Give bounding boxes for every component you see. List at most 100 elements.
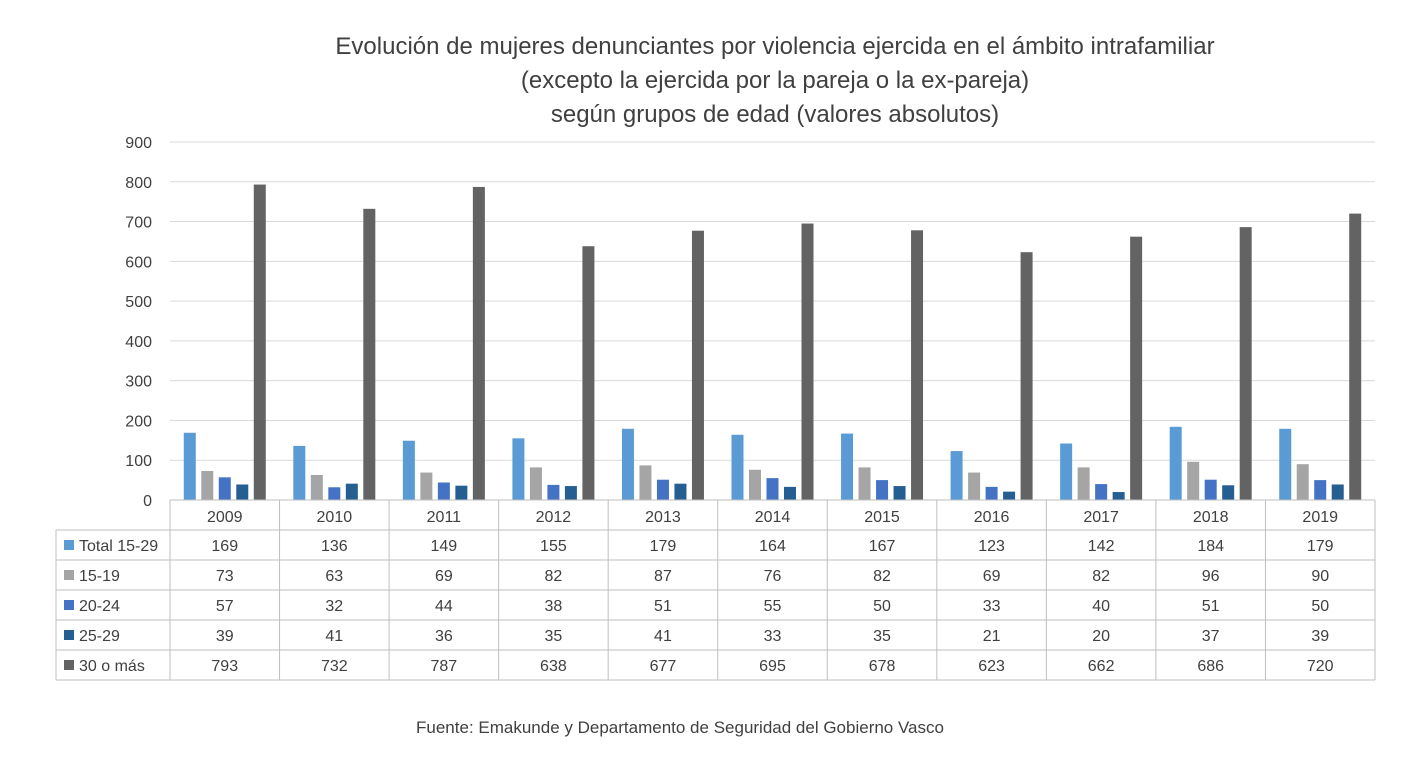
legend-key [64,630,74,640]
bar [876,480,889,500]
bar [564,486,577,500]
data-label: 63 [325,568,343,585]
y-tick-label: 100 [125,453,152,470]
data-label: 76 [764,568,782,585]
bar [293,445,306,500]
bar [547,484,560,500]
data-label: 82 [1092,568,1110,585]
data-label: 55 [764,598,782,615]
data-label: 87 [654,568,672,585]
bar [1003,491,1016,500]
data-label: 51 [654,598,672,615]
bar [893,486,906,500]
data-label: 123 [978,538,1005,555]
bar [455,485,468,500]
data-label: 35 [873,628,891,645]
data-label: 57 [216,598,234,615]
bar [1187,461,1200,500]
bar [236,484,249,500]
bar [691,230,704,500]
data-label: 787 [431,658,458,675]
x-tick-label: 2009 [207,509,243,526]
data-label: 73 [216,568,234,585]
bar [1204,479,1217,500]
data-label: 44 [435,598,453,615]
data-label: 90 [1311,568,1329,585]
data-label: 164 [759,538,786,555]
data-label: 732 [321,658,348,675]
bar [1331,484,1344,500]
chart-title-line: según grupos de edad (valores absolutos) [550,101,1000,128]
data-label: 69 [983,568,1001,585]
data-label: 39 [216,628,234,645]
bar [328,487,341,500]
data-label: 678 [869,658,896,675]
legend-label: 30 o más [79,658,145,675]
bar [674,483,687,500]
data-label: 37 [1202,628,1220,645]
x-tick-label: 2019 [1302,509,1338,526]
chart-title-line: (excepto la ejercida por la pareja o la … [520,67,1030,94]
bar [1112,492,1125,500]
x-tick-label: 2013 [645,509,681,526]
data-label: 142 [1088,538,1115,555]
x-tick-label: 2011 [427,509,462,526]
y-tick-label: 200 [125,413,152,430]
bar [363,208,376,500]
x-tick-label: 2014 [755,509,791,526]
data-label: 33 [764,628,782,645]
bar [437,482,450,500]
data-label: 82 [545,568,563,585]
bar [1222,485,1235,500]
bar [858,467,871,500]
bar [766,478,779,500]
bar [1169,426,1182,500]
bar [253,184,266,500]
data-label: 662 [1088,658,1115,675]
bar [512,438,525,500]
bar [621,428,634,500]
data-label: 32 [325,598,343,615]
y-tick-label: 700 [125,215,152,232]
bar [1060,443,1073,500]
bar [1279,428,1292,500]
legend-label: 20-24 [79,598,120,615]
data-label: 69 [435,568,453,585]
bar [201,470,214,500]
x-tick-label: 2016 [974,509,1010,526]
bar [183,432,196,500]
bar [731,434,744,500]
bar [1077,467,1090,500]
bar [1314,480,1327,500]
y-tick-label: 800 [125,175,152,192]
data-label: 677 [650,658,677,675]
bar [472,186,485,500]
chart-source: Fuente: Emakunde y Departamento de Segur… [416,718,944,737]
bar [310,474,323,500]
legend-key [64,600,74,610]
bar [582,246,595,500]
x-tick-label: 2018 [1193,509,1229,526]
bar [1239,227,1252,500]
legend-key [64,660,74,670]
bar [529,467,542,500]
data-label: 169 [211,538,238,555]
bar [950,451,963,500]
y-tick-label: 900 [125,135,152,152]
legend-label: 15-19 [79,568,120,585]
y-tick-label: 300 [125,374,152,391]
data-label: 21 [983,628,1001,645]
data-label: 50 [1311,598,1329,615]
data-label: 155 [540,538,567,555]
data-label: 82 [873,568,891,585]
data-label: 623 [978,658,1005,675]
bar [402,440,415,500]
data-label: 51 [1202,598,1220,615]
legend-key [64,570,74,580]
data-label: 96 [1202,568,1220,585]
data-label: 167 [869,538,896,555]
data-label: 41 [654,628,672,645]
data-label: 720 [1307,658,1334,675]
data-label: 149 [431,538,458,555]
